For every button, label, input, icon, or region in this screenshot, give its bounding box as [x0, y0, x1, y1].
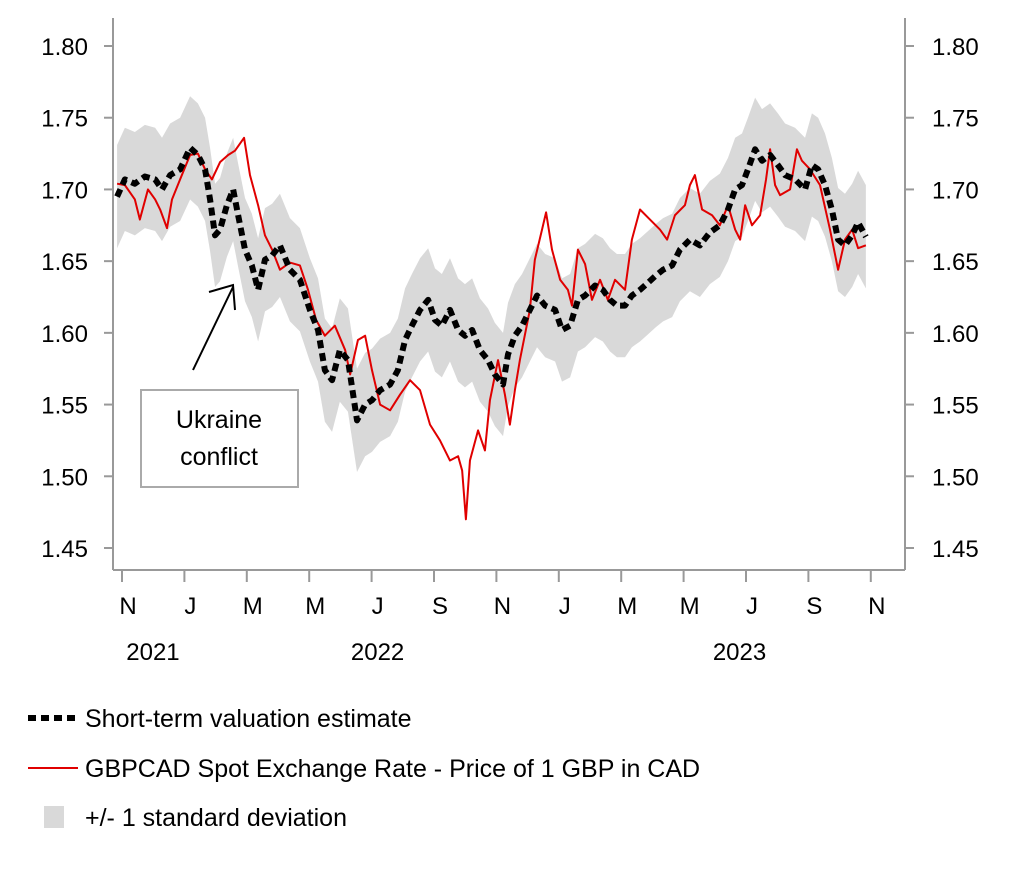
y-tick-label-right: 1.70	[932, 177, 979, 204]
y-tick-label-left: 1.65	[41, 249, 88, 276]
x-tick-label: N	[868, 593, 885, 620]
legend-swatch-gray	[44, 806, 64, 828]
legend-label: GBPCAD Spot Exchange Rate - Price of 1 G…	[85, 755, 700, 783]
y-tick-label-right: 1.45	[932, 536, 979, 563]
legend: Short-term valuation estimate GBPCAD Spo…	[28, 705, 700, 832]
y-tick-label-right: 1.50	[932, 464, 979, 491]
x-tick-label: J	[372, 593, 384, 620]
y-tick-label-left: 1.70	[41, 177, 88, 204]
legend-item-band: +/- 1 standard deviation	[44, 804, 347, 832]
x-tick-label: M	[243, 593, 263, 620]
y-tick-label-left: 1.50	[41, 464, 88, 491]
spot-rate-line	[116, 136, 867, 521]
annotation-line1: Ukraine	[176, 406, 262, 434]
y-tick-label-left: 1.45	[41, 536, 88, 563]
annotation-line2: conflict	[180, 443, 258, 471]
arrow-head-icon	[208, 283, 236, 311]
y-tick-label-right: 1.60	[932, 321, 979, 348]
legend-item-valuation: Short-term valuation estimate	[28, 705, 412, 733]
y-tick-label-left: 1.75	[41, 106, 88, 133]
annotation-arrow	[192, 286, 234, 371]
x-tick-label: M	[680, 593, 700, 620]
annotation-box	[140, 389, 299, 488]
axes	[112, 18, 906, 571]
series-layer	[114, 136, 869, 521]
year-label: 2021	[126, 639, 179, 666]
valuation-estimate-line	[114, 144, 869, 424]
x-tick-label: N	[494, 593, 511, 620]
legend-label: Short-term valuation estimate	[85, 705, 412, 733]
y-tick-label-right: 1.65	[932, 249, 979, 276]
y-tick-label-right: 1.80	[932, 34, 979, 61]
x-tick-label: N	[119, 593, 136, 620]
legend-label: +/- 1 standard deviation	[85, 804, 347, 832]
y-tick-label-left: 1.55	[41, 393, 88, 420]
annotation-ukraine-conflict: Ukraine conflict	[140, 283, 299, 488]
year-label: 2023	[713, 639, 766, 666]
x-tick-label: J	[184, 593, 196, 620]
x-tick-label: S	[806, 593, 822, 620]
x-tick-label: M	[617, 593, 637, 620]
x-tick-label: J	[746, 593, 758, 620]
x-tick-label: J	[559, 593, 571, 620]
y-tick-label-left: 1.80	[41, 34, 88, 61]
tick-labels: 1.80 1.80 1.75 1.75 1.70 1.70 1.65 1.65 1.60 1.60…	[41, 34, 978, 666]
legend-item-spot: GBPCAD Spot Exchange Rate - Price of 1 G…	[28, 755, 700, 783]
y-tick-label-left: 1.60	[41, 321, 88, 348]
x-tick-label: S	[432, 593, 448, 620]
y-tick-label-right: 1.75	[932, 106, 979, 133]
x-tick-label: M	[305, 593, 325, 620]
y-tick-label-right: 1.55	[932, 393, 979, 420]
year-label: 2022	[351, 639, 404, 666]
